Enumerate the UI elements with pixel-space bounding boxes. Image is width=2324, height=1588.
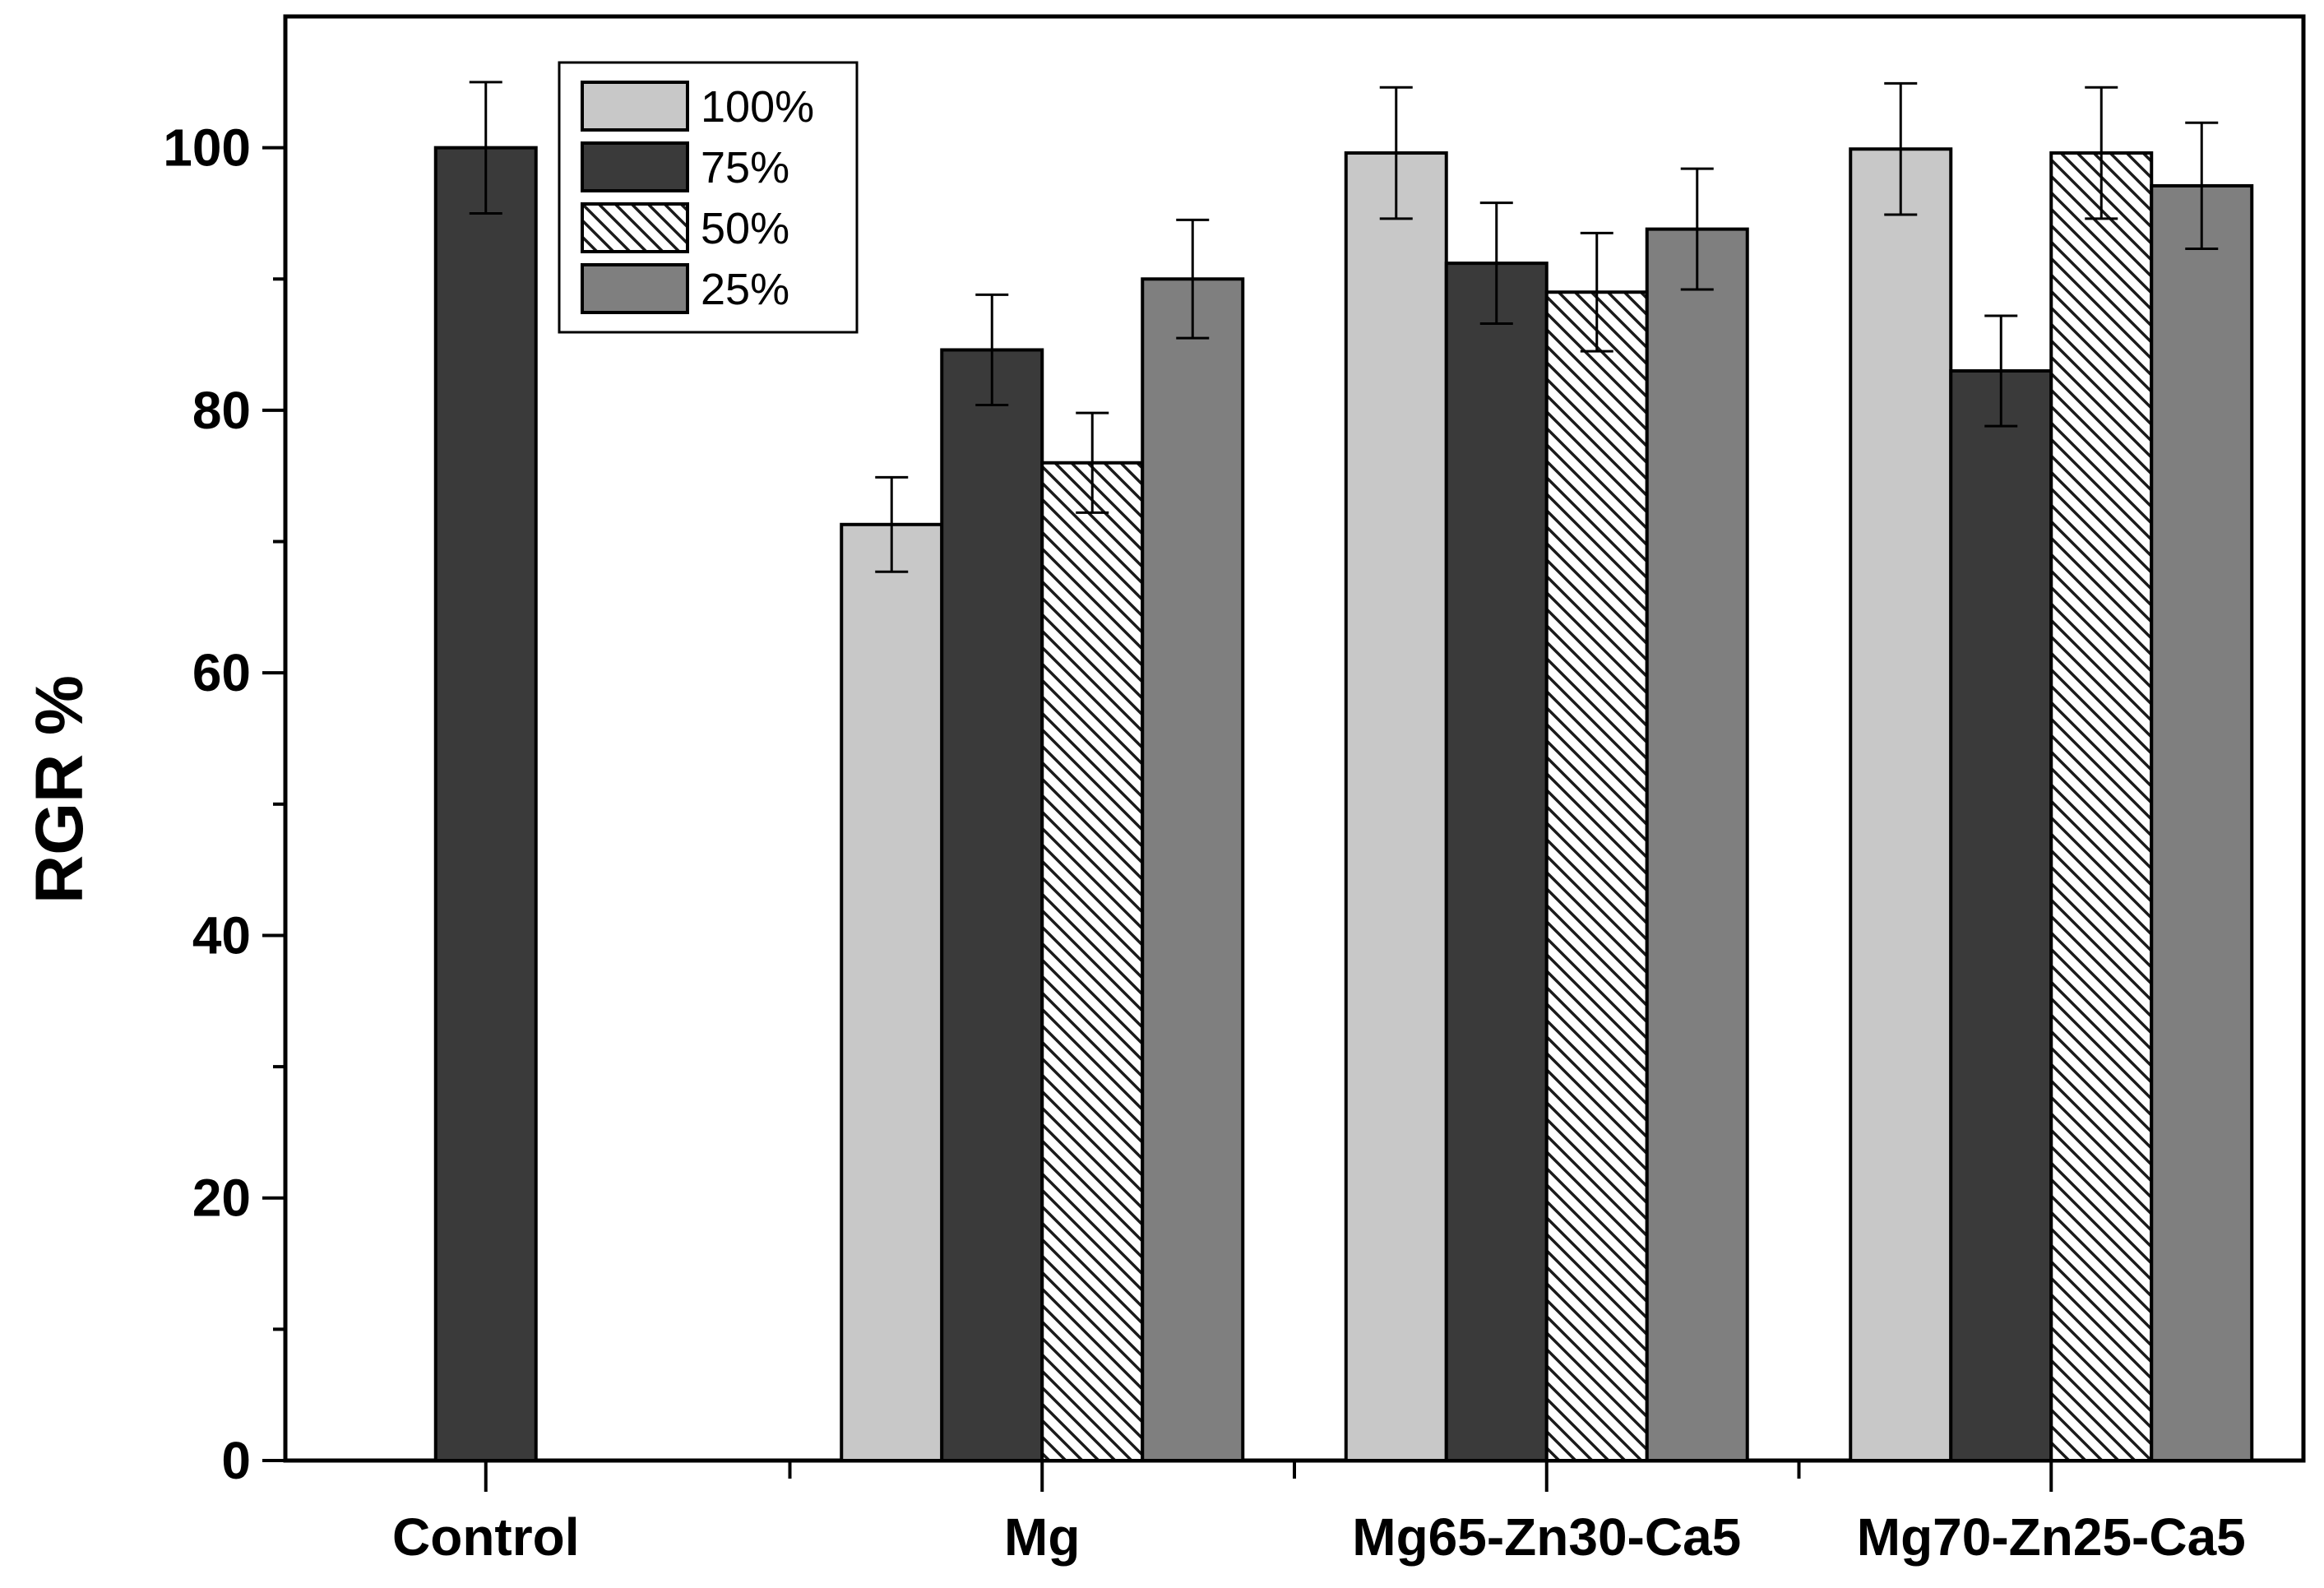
legend-swatch <box>581 141 689 192</box>
bar <box>2150 183 2254 1462</box>
legend-swatch <box>581 202 689 253</box>
legend-label: 25% <box>701 265 789 314</box>
error-bars <box>469 81 2219 573</box>
y-tick-label: 100 <box>163 118 251 178</box>
legend-label: 100% <box>701 82 814 132</box>
y-tick-label: 60 <box>192 643 251 702</box>
x-category-label: Mg <box>1004 1507 1080 1567</box>
y-axis-title: RGR % <box>22 675 97 904</box>
y-tick-label: 0 <box>221 1431 251 1490</box>
bar <box>1849 147 1953 1462</box>
legend-label: 50% <box>701 204 789 253</box>
x-axis: Control Mg Mg65-Zn30-Ca5 Mg70-Zn25-Ca5 <box>392 1461 2246 1567</box>
bar <box>1544 290 1649 1463</box>
bar <box>433 146 538 1463</box>
y-tick-label: 80 <box>192 381 251 440</box>
y-tick-label: 40 <box>192 905 251 965</box>
legend: 100% 75% 50% 25% <box>558 61 859 334</box>
bar <box>840 522 944 1462</box>
bar <box>1141 277 1245 1463</box>
bar <box>1040 461 1145 1462</box>
legend-swatch <box>581 81 689 132</box>
x-category-label: Mg65-Zn30-Ca5 <box>1352 1507 1741 1567</box>
bar <box>2049 151 2154 1462</box>
x-category-label: Mg70-Zn25-Ca5 <box>1857 1507 2246 1567</box>
bar <box>1645 227 1749 1462</box>
legend-label: 75% <box>701 143 789 192</box>
bar <box>1444 262 1549 1463</box>
bar <box>1949 369 2053 1462</box>
x-category-label: Control <box>392 1507 580 1567</box>
bar <box>1344 151 1448 1462</box>
y-axis: 0 20 40 60 80 100 <box>163 118 285 1490</box>
bar-series <box>433 146 2254 1463</box>
bar <box>940 348 1044 1463</box>
legend-swatch <box>581 263 689 314</box>
y-tick-label: 20 <box>192 1169 251 1228</box>
